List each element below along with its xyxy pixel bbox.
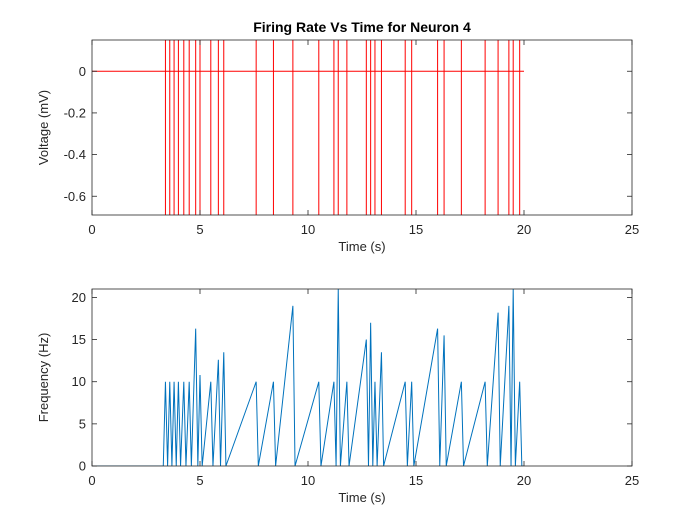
y-tick-label: 0 — [79, 459, 86, 474]
x-tick-label: 20 — [517, 473, 531, 488]
y-axis-label: Frequency (Hz) — [36, 333, 51, 423]
y-tick-label: -0.4 — [64, 147, 86, 162]
x-tick-label: 0 — [88, 473, 95, 488]
x-tick-label: 20 — [517, 222, 531, 237]
x-tick-label: 15 — [409, 222, 423, 237]
axes-box — [91, 39, 633, 216]
x-axis-label: Time (s) — [338, 490, 385, 505]
y-tick-label: -0.6 — [64, 189, 86, 204]
y-tick-label: 5 — [79, 416, 86, 431]
x-tick-label: 0 — [88, 222, 95, 237]
axes: 0 5 10 15 20 25 0 5 10 15 20 Time (s) Frequency (Hz) — [36, 288, 639, 505]
y-axis-label: Voltage (mV) — [36, 90, 51, 165]
x-tick-label: 25 — [625, 222, 639, 237]
y-tick-label: 0 — [79, 64, 86, 79]
axes: 0 5 10 15 20 25 -0.6 -0.4 -0.2 0 Firing Rate Vs Ti… — [36, 19, 639, 254]
y-tick-label: 15 — [72, 332, 86, 347]
x-tick-label: 25 — [625, 473, 639, 488]
x-tick-label: 15 — [409, 473, 423, 488]
x-tick-label: 10 — [301, 473, 315, 488]
axes-box — [91, 288, 633, 467]
y-tick-label: 10 — [72, 374, 86, 389]
x-tick-label: 5 — [196, 473, 203, 488]
chart-title: Firing Rate Vs Time for Neuron 4 — [253, 19, 471, 35]
data-line — [92, 40, 524, 215]
y-tick-label: -0.2 — [64, 105, 86, 120]
x-tick-label: 5 — [196, 222, 203, 237]
x-tick-label: 10 — [301, 222, 315, 237]
y-tick-label: 20 — [72, 290, 86, 305]
x-axis-label: Time (s) — [338, 239, 385, 254]
plot-area — [92, 40, 632, 215]
